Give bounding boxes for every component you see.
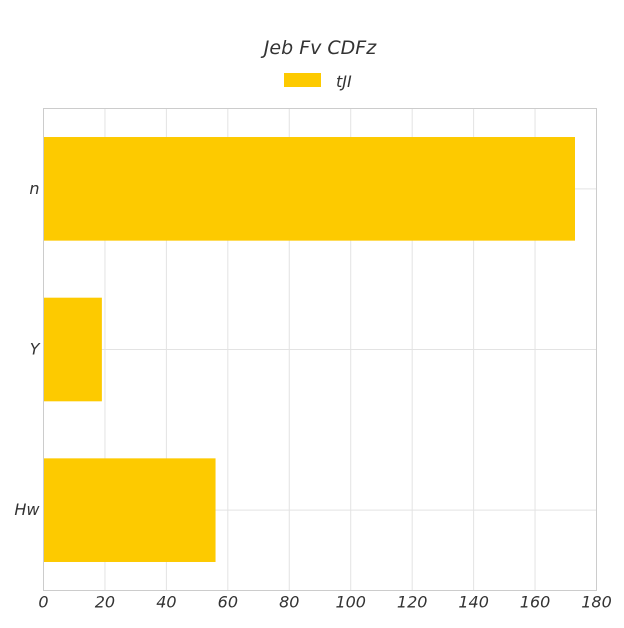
bar-hw [43,458,216,562]
x-axis-ticks: 0 20 40 60 80 100 120 140 160 180 [38,593,611,612]
y-axis-ticks: n Y Hw [14,179,40,519]
x-tick-label: 60 [218,593,238,612]
x-tick-label: 140 [458,593,489,612]
legend-swatch [284,73,321,87]
y-tick-label: Y [30,340,41,359]
x-tick-label: 40 [156,593,176,612]
x-tick-label: 20 [95,593,115,612]
plot-frame [43,108,597,591]
bar-n [43,137,575,241]
y-tick-label: n [29,179,39,198]
x-tick-label: 160 [520,593,551,612]
legend-label: tJI [336,72,352,91]
y-tick-label: Hw [14,500,40,519]
chart-title: Jeb Fv CDFz [260,37,377,59]
x-tick-label: 0 [38,593,48,612]
x-tick-label: 100 [335,593,366,612]
x-tick-label: 180 [581,593,612,612]
x-tick-label: 120 [397,593,428,612]
legend: tJI [284,72,352,91]
bars [43,137,575,562]
bar-y [43,297,102,402]
x-tick-label: 80 [279,593,299,612]
